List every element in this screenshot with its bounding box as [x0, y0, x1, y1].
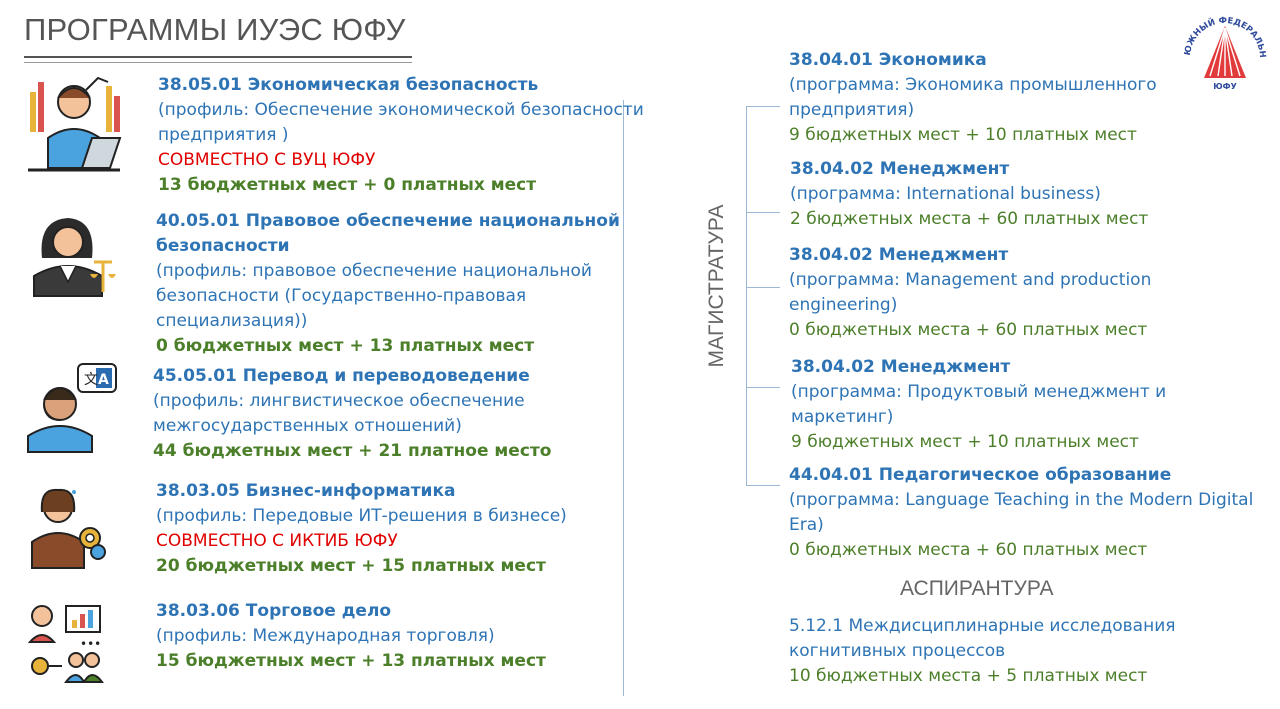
translator-icon: 文 A: [27, 363, 117, 453]
university-logo-icon: ЮЖНЫЙ ФЕДЕРАЛЬНЫЙ УНИВЕРСИТЕТ ЮФУ: [1176, 6, 1271, 101]
program-places: 9 бюджетных мест + 10 платных мест: [789, 125, 1137, 145]
program-profile: маркетинг): [791, 407, 894, 427]
program-name: 38.05.01 Экономическая безопасность: [158, 75, 539, 95]
program-name: 44.04.01 Педагогическое образование: [789, 465, 1172, 485]
program-places: 44 бюджетных мест + 21 платное место: [153, 441, 552, 461]
program-name: 5.12.1 Междисциплинарные исследования: [789, 616, 1176, 636]
it-specialist-icon: [31, 488, 106, 569]
svg-text:•••: •••: [80, 637, 101, 651]
page-title: ПРОГРАММЫ ИУЭС ЮФУ: [24, 12, 406, 47]
program-profile: (профиль: Обеспечение экономической безо…: [158, 100, 644, 120]
master-economics: 38.04.01 Экономика (программа: Экономика…: [789, 48, 1157, 148]
program-profile: (программа: Продуктовый менеджмент и: [791, 382, 1167, 402]
program-translation: 45.05.01 Перевод и переводоведение (проф…: [153, 364, 551, 464]
program-note: СОВМЕСТНО С ВУЦ ЮФУ: [158, 150, 376, 170]
program-trade: 38.03.06 Торговое дело (профиль: Междуна…: [156, 599, 546, 674]
program-places: 2 бюджетных места + 60 платных мест: [790, 209, 1149, 229]
svg-text:文: 文: [84, 372, 98, 388]
program-profile: (программа: Management and production: [789, 270, 1152, 290]
lawyer-icon: [33, 218, 116, 297]
program-profile: (профиль: Передовые ИТ-решения в бизнесе…: [156, 506, 567, 526]
program-places: 0 бюджетных места + 60 платных мест: [789, 320, 1148, 340]
program-name: 40.05.01 Правовое обеспечение национальн…: [156, 211, 620, 231]
program-name: безопасности: [156, 236, 290, 256]
program-profile: (программа: International business): [790, 184, 1101, 204]
program-places: 15 бюджетных мест + 13 платных мест: [156, 651, 546, 671]
program-profile: (программа: Language Teaching in the Mod…: [789, 490, 1254, 510]
master-management-international: 38.04.02 Менеджмент (программа: Internat…: [790, 157, 1148, 232]
program-profile: специализация)): [156, 311, 308, 331]
magistratura-bracket: [746, 106, 747, 486]
bracket-tick: [746, 485, 780, 486]
logo-center-text: ЮФУ: [1213, 82, 1237, 91]
program-profile: (профиль: лингвистическое обеспечение: [153, 391, 525, 411]
economist-icon: [28, 76, 122, 172]
master-management-product: 38.04.02 Менеджмент (программа: Продукто…: [791, 355, 1166, 455]
column-divider: [623, 100, 624, 696]
bracket-tick: [746, 387, 780, 388]
aspirantura-program: 5.12.1 Междисциплинарные исследования ко…: [789, 614, 1175, 689]
program-profile: межгосударственных отношений): [153, 416, 462, 436]
aspirantura-heading: АСПИРАНТУРА: [900, 577, 1054, 600]
program-business-informatics: 38.03.05 Бизнес-информатика (профиль: Пе…: [156, 479, 567, 579]
program-places: 0 бюджетных мест + 13 платных мест: [156, 336, 535, 356]
program-name: 38.03.06 Торговое дело: [156, 601, 392, 621]
bracket-tick: [746, 287, 780, 288]
program-name: 45.05.01 Перевод и переводоведение: [153, 366, 530, 386]
trade-icon: •••: [28, 605, 104, 683]
program-profile: engineering): [789, 295, 898, 315]
program-name: 38.04.02 Менеджмент: [791, 357, 1011, 377]
program-name: когнитивных процессов: [789, 641, 1006, 661]
program-places: 10 бюджетных места + 5 платных мест: [789, 666, 1148, 686]
program-economic-security: 38.05.01 Экономическая безопасность (про…: [158, 73, 644, 198]
program-profile: (профиль: правовое обеспечение националь…: [156, 261, 592, 281]
program-profile: безопасности (Государственно-правовая: [156, 286, 527, 306]
program-profile: предприятия ): [158, 125, 289, 145]
title-underline: [24, 56, 412, 58]
program-profile: Era): [789, 515, 824, 535]
program-name: 38.04.02 Менеджмент: [789, 245, 1009, 265]
master-pedagogical: 44.04.01 Педагогическое образование (про…: [789, 463, 1253, 563]
program-places: 13 бюджетных мест + 0 платных мест: [158, 175, 537, 195]
program-places: 9 бюджетных мест + 10 платных мест: [791, 432, 1139, 452]
master-management-production: 38.04.02 Менеджмент (программа: Manageme…: [789, 243, 1151, 343]
program-places: 20 бюджетных мест + 15 платных мест: [156, 556, 546, 576]
program-profile: предприятия): [789, 100, 915, 120]
program-profile: (профиль: Международная торговля): [156, 626, 495, 646]
program-note: СОВМЕСТНО С ИКТИБ ЮФУ: [156, 531, 398, 551]
program-places: 0 бюджетных места + 60 платных мест: [789, 540, 1148, 560]
program-legal-security: 40.05.01 Правовое обеспечение национальн…: [156, 209, 620, 359]
magistratura-label: МАГИСТРАТУРА: [705, 204, 728, 368]
program-name: 38.04.02 Менеджмент: [790, 159, 1010, 179]
program-name: 38.04.01 Экономика: [789, 50, 987, 70]
program-name: 38.03.05 Бизнес-информатика: [156, 481, 456, 501]
title-underline-thin: [24, 62, 412, 63]
svg-text:A: A: [98, 372, 109, 388]
program-profile: (программа: Экономика промышленного: [789, 75, 1157, 95]
bracket-tick: [746, 212, 780, 213]
bracket-tick: [746, 106, 780, 107]
